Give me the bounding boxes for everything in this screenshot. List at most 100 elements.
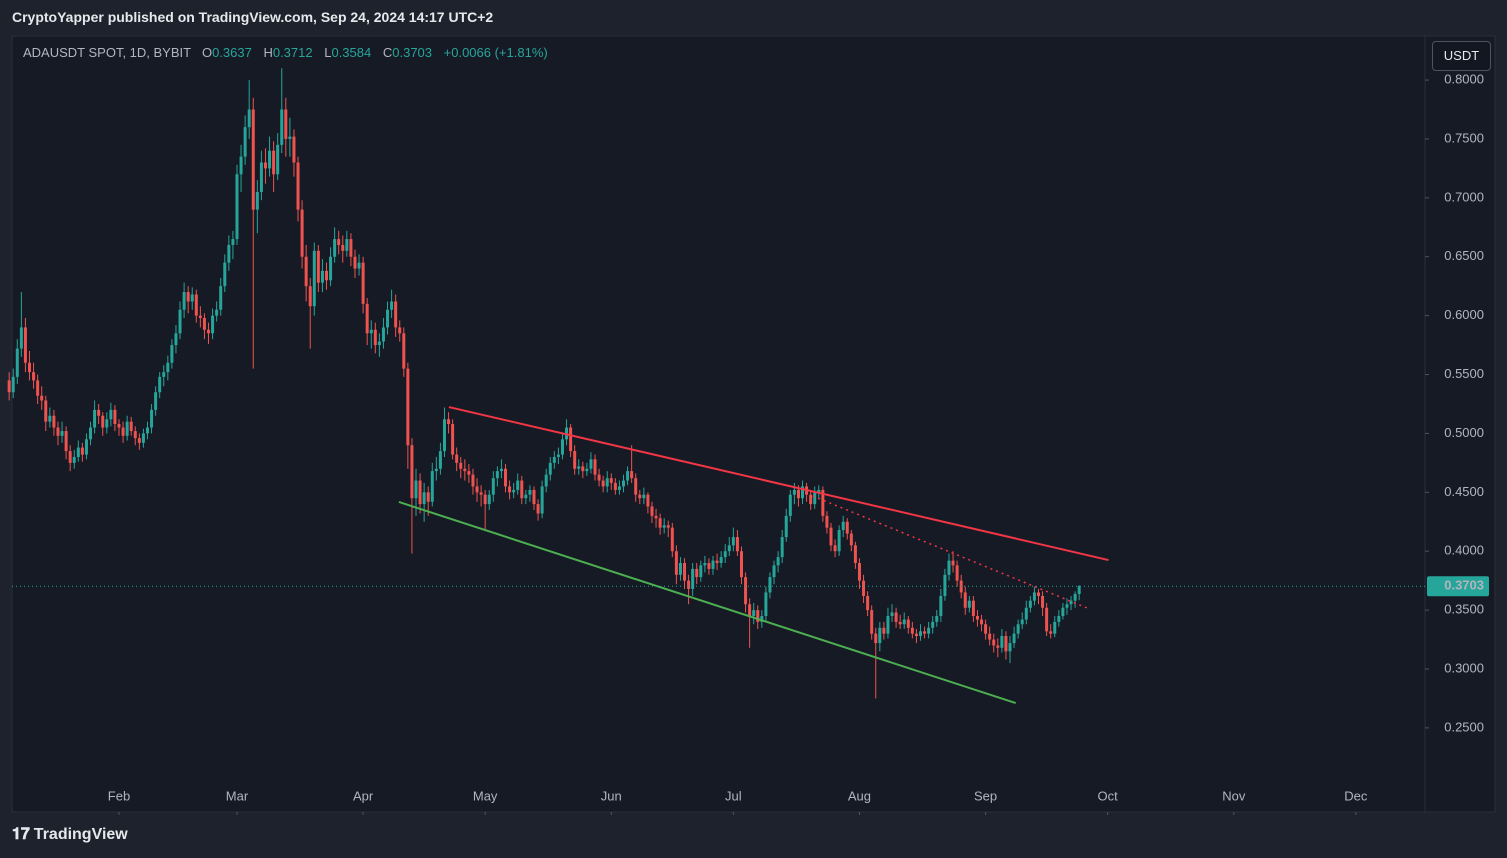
candle-body bbox=[263, 162, 267, 169]
candle-body bbox=[687, 580, 691, 589]
candle-body bbox=[760, 615, 764, 622]
publisher-bar: CryptoYapper published on TradingView.co… bbox=[0, 0, 1507, 34]
trendline bbox=[448, 406, 1109, 562]
candle-body bbox=[345, 239, 349, 251]
candle-body bbox=[654, 515, 658, 519]
candle-body bbox=[467, 471, 471, 475]
x-tick-label: May bbox=[473, 788, 498, 803]
candle-body bbox=[1053, 621, 1057, 634]
candle-body bbox=[288, 136, 292, 139]
ohlc-value: 0.3712 bbox=[272, 45, 313, 60]
y-tick-label: 0.7500 bbox=[1444, 130, 1484, 145]
candle-body bbox=[1057, 615, 1061, 622]
candle-body bbox=[788, 494, 792, 516]
candle-body bbox=[849, 533, 853, 546]
candle-body bbox=[447, 419, 451, 424]
candle-body bbox=[923, 631, 927, 634]
candle-body bbox=[190, 294, 194, 302]
candle-body bbox=[752, 610, 756, 616]
candle-body bbox=[935, 615, 939, 622]
x-tick-label: Aug bbox=[848, 788, 871, 803]
candle-body bbox=[601, 480, 605, 487]
candle-body bbox=[32, 372, 36, 381]
candle-body bbox=[955, 565, 959, 581]
candle-body bbox=[821, 489, 825, 516]
candle-body bbox=[402, 333, 406, 369]
candle-body bbox=[105, 419, 109, 428]
candle-body bbox=[365, 303, 369, 334]
candle-body bbox=[837, 530, 841, 552]
candle-body bbox=[630, 471, 634, 479]
candle-body bbox=[186, 292, 190, 302]
trendline bbox=[812, 495, 1091, 610]
candle-body bbox=[975, 615, 979, 620]
candle-body bbox=[735, 537, 739, 552]
candle-body bbox=[333, 239, 337, 257]
trendline bbox=[398, 501, 1017, 704]
candle-body bbox=[235, 174, 239, 240]
candle-body bbox=[1012, 633, 1016, 644]
symbol-legend: ADAUSDT SPOT, 1D, BYBIT O0.3637 H0.3712 … bbox=[23, 45, 556, 60]
candle-body bbox=[886, 615, 890, 634]
candle-body bbox=[605, 478, 609, 487]
y-tick-label: 0.4500 bbox=[1444, 484, 1484, 499]
candle-body bbox=[674, 551, 678, 575]
currency-button[interactable]: USDT bbox=[1432, 41, 1491, 71]
candle-body bbox=[780, 537, 784, 558]
candle-body bbox=[833, 545, 837, 552]
candle-body bbox=[162, 372, 166, 377]
candle-body bbox=[276, 144, 280, 175]
candle-body bbox=[548, 462, 552, 475]
ohlc-value: 0.3703 bbox=[392, 45, 433, 60]
candle-body bbox=[683, 562, 687, 581]
candle-body bbox=[894, 612, 898, 622]
ohlc-label: C bbox=[382, 45, 393, 60]
y-tick-label: 0.5000 bbox=[1444, 425, 1484, 440]
candle-body bbox=[381, 327, 385, 342]
candle-body bbox=[312, 250, 316, 307]
candle-body bbox=[996, 645, 1000, 648]
candle-body bbox=[1073, 593, 1077, 601]
candle-body bbox=[862, 580, 866, 596]
candle-body bbox=[748, 604, 752, 616]
candle-body bbox=[1016, 624, 1020, 634]
candle-body bbox=[609, 478, 613, 483]
candle-body bbox=[593, 459, 597, 475]
candle-body bbox=[544, 474, 548, 487]
candle-body bbox=[723, 551, 727, 558]
candle-body bbox=[369, 329, 373, 334]
candle-body bbox=[691, 568, 695, 589]
candle-body bbox=[756, 610, 760, 622]
candle-body bbox=[878, 627, 882, 644]
x-tick-label: Jun bbox=[601, 788, 622, 803]
candle-body bbox=[841, 521, 845, 531]
candle-body bbox=[268, 150, 272, 169]
x-tick-label: Mar bbox=[226, 788, 249, 803]
candle-body bbox=[166, 362, 170, 373]
candle-body bbox=[1041, 595, 1045, 608]
brand: 𝟏𝟕 TradingView bbox=[12, 826, 128, 844]
candle-body bbox=[638, 494, 642, 499]
candle-body bbox=[910, 627, 914, 634]
candle-body bbox=[866, 595, 870, 611]
candle-body bbox=[11, 376, 15, 393]
candle-body bbox=[703, 562, 707, 566]
candle-body bbox=[52, 415, 56, 428]
candle-body bbox=[133, 431, 137, 439]
ohlc-label: O bbox=[201, 45, 213, 60]
y-tick-label: 0.8000 bbox=[1444, 71, 1484, 86]
candle-body bbox=[984, 624, 988, 634]
candle-body bbox=[479, 492, 483, 495]
candle-body bbox=[980, 619, 984, 625]
candle-body bbox=[845, 521, 849, 534]
candle-body bbox=[939, 595, 943, 616]
candle-body bbox=[182, 292, 186, 310]
candle-body bbox=[1020, 619, 1024, 625]
candle-body bbox=[739, 551, 743, 578]
candle-body bbox=[1069, 600, 1073, 605]
candle-body bbox=[247, 109, 251, 128]
candle-body bbox=[113, 409, 117, 424]
candle-body bbox=[7, 380, 11, 393]
candle-body bbox=[902, 619, 906, 625]
candle-body bbox=[137, 438, 141, 443]
